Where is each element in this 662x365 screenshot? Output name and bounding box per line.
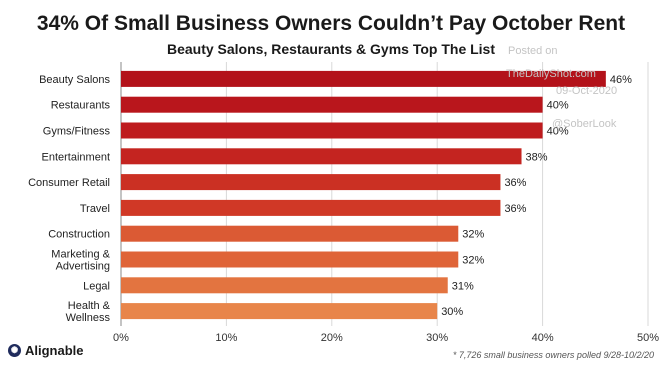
chart-title: 34% Of Small Business Owners Couldn’t Pa… <box>36 12 626 35</box>
x-tick-label: 20% <box>321 332 343 344</box>
category-label: Entertainment <box>42 151 110 163</box>
bar <box>121 303 438 320</box>
x-tick-label: 10% <box>215 332 237 344</box>
data-label: 40% <box>547 100 569 112</box>
data-label: 38% <box>526 151 548 163</box>
x-tick-label: 50% <box>637 332 659 344</box>
data-label: 32% <box>462 229 484 241</box>
bar <box>121 96 543 113</box>
data-label: 31% <box>452 280 474 292</box>
bar <box>121 251 459 268</box>
chart-footnote: * 7,726 small business owners polled 9/2… <box>452 350 654 360</box>
bar <box>121 174 501 191</box>
bar <box>121 70 606 87</box>
brand-logo: ✺ Alignable <box>8 343 84 358</box>
watermark-date: 09-Oct-2020 <box>556 85 618 97</box>
bar <box>121 148 522 165</box>
bar <box>121 225 459 242</box>
category-label: Restaurants <box>51 100 111 112</box>
category-label: Construction <box>48 229 110 241</box>
category-label: Marketing & Advertising <box>51 249 110 273</box>
brand-name: Alignable <box>25 343 84 358</box>
data-label: 36% <box>504 177 526 189</box>
x-tick-label: 30% <box>426 332 448 344</box>
category-label: Beauty Salons <box>39 74 110 86</box>
data-label: 36% <box>504 203 526 215</box>
category-label: Legal <box>83 280 110 292</box>
alignable-logo-icon: ✺ <box>8 344 21 357</box>
x-tick-label: 40% <box>532 332 554 344</box>
data-label: 30% <box>441 306 463 318</box>
bar <box>121 277 448 294</box>
x-tick-label: 0% <box>113 332 129 344</box>
category-label: Gyms/Fitness <box>43 126 111 138</box>
data-label: 32% <box>462 255 484 267</box>
watermark-posted-on: Posted on <box>508 45 558 57</box>
watermark-site: TheDailyShot.com <box>506 68 596 80</box>
chart-subtitle: Beauty Salons, Restaurants & Gyms Top Th… <box>166 41 496 57</box>
category-label: Health & Wellness <box>66 300 111 324</box>
data-label: 46% <box>610 74 632 86</box>
category-label: Travel <box>80 203 110 215</box>
bar <box>121 199 501 216</box>
data-label: 40% <box>547 126 569 138</box>
category-label: Consumer Retail <box>28 177 110 189</box>
bar <box>121 122 543 139</box>
watermark-handle: @SoberLook <box>552 118 617 130</box>
